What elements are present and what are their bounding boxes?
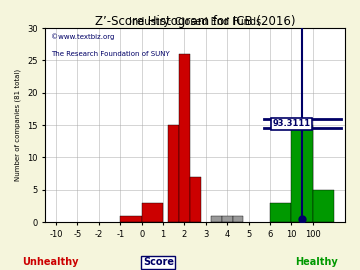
Title: Z’-Score Histogram for ICB (2016): Z’-Score Histogram for ICB (2016) — [95, 15, 296, 28]
Bar — [211, 216, 222, 222]
Y-axis label: Number of companies (81 total): Number of companies (81 total) — [15, 69, 22, 181]
Bar — [222, 216, 233, 222]
Text: Unhealthy: Unhealthy — [22, 257, 78, 267]
Text: The Research Foundation of SUNY: The Research Foundation of SUNY — [51, 51, 170, 57]
Bar — [120, 216, 141, 222]
Bar — [313, 190, 334, 222]
Bar — [141, 203, 163, 222]
Text: 93.3111: 93.3111 — [273, 119, 311, 128]
Bar — [292, 125, 313, 222]
Text: Industry: Closed End Funds: Industry: Closed End Funds — [129, 17, 261, 27]
Bar — [190, 177, 201, 222]
Text: Score: Score — [143, 257, 174, 267]
Bar — [270, 203, 292, 222]
Bar — [168, 125, 179, 222]
Text: Healthy: Healthy — [296, 257, 338, 267]
Text: ©www.textbiz.org: ©www.textbiz.org — [51, 34, 115, 40]
Bar — [179, 54, 190, 222]
Bar — [233, 216, 243, 222]
